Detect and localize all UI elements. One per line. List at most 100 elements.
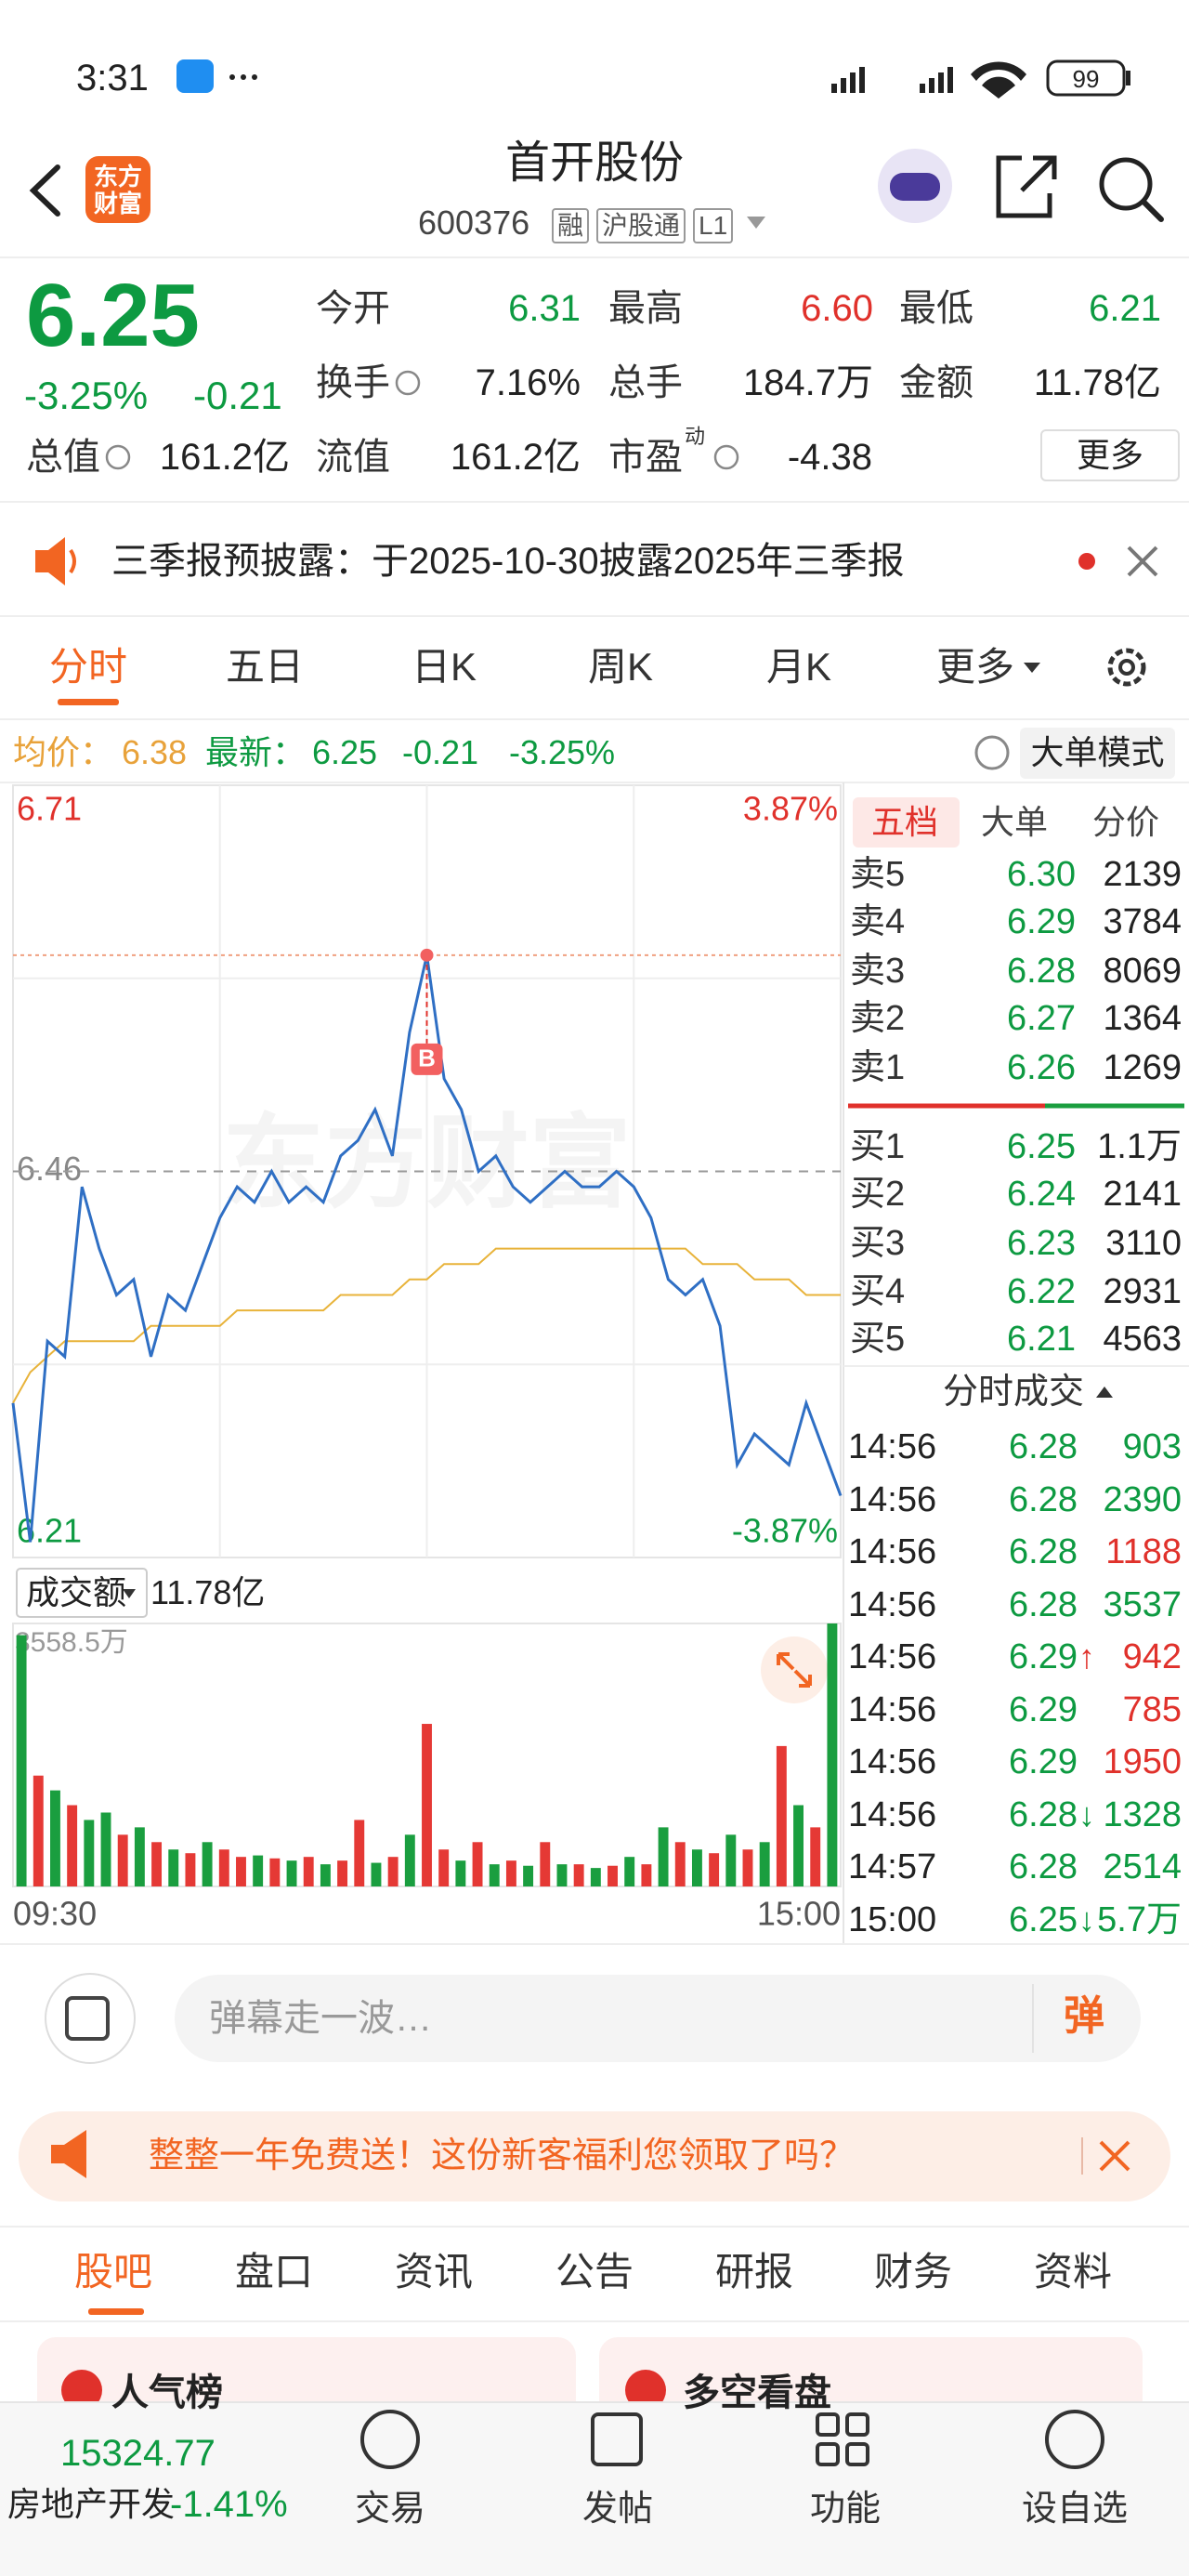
- comment-placeholder[interactable]: 弹幕走一波…: [209, 1998, 432, 2039]
- nav-label[interactable]: 交易: [354, 2490, 425, 2529]
- expand-button[interactable]: [761, 1636, 828, 1703]
- trade-icon[interactable]: [360, 2410, 420, 2469]
- content-tab[interactable]: 财务: [873, 2250, 952, 2293]
- order-label: 买1: [850, 1127, 906, 1166]
- battery: [1046, 59, 1126, 97]
- quote-value: 184.7万: [742, 362, 873, 403]
- trade-time: 14:56: [848, 1427, 937, 1466]
- nav-label[interactable]: 功能: [809, 2490, 881, 2529]
- active-panel-tab: [853, 797, 960, 848]
- active-tab-underline: [88, 2308, 144, 2315]
- danmaku-button[interactable]: 弹: [1064, 1993, 1104, 2039]
- trade-price: 6.28: [1009, 1479, 1078, 1519]
- volume-bar: [236, 1857, 246, 1886]
- y2-tick-label: 3.87%: [743, 790, 838, 828]
- volume-bar: [759, 1842, 770, 1886]
- content-tab[interactable]: 股吧: [73, 2250, 152, 2293]
- search-button[interactable]: [1099, 157, 1153, 211]
- more-button[interactable]: 更多: [1040, 429, 1180, 481]
- index-value: 15324.77: [60, 2433, 216, 2474]
- settings-button[interactable]: [1107, 648, 1146, 687]
- close-promo[interactable]: [1099, 2140, 1130, 2172]
- notice-icon: [35, 537, 65, 585]
- volume-bar: [540, 1842, 551, 1886]
- volume-bar: [168, 1849, 179, 1886]
- trade-price: 6.29: [1009, 1689, 1078, 1729]
- quote-label: 今开: [316, 288, 390, 329]
- promo-banner[interactable]: [19, 2111, 1170, 2201]
- comment-settings[interactable]: [45, 1973, 136, 2064]
- trade-volume: 2514: [1103, 1847, 1182, 1886]
- content-tab[interactable]: 盘口: [234, 2250, 313, 2293]
- quote-value: 6.31: [508, 288, 581, 329]
- notice-text[interactable]: 三季报预披露：于2025-10-30披露2025年三季报: [111, 541, 905, 582]
- volume-bar: [354, 1820, 365, 1886]
- volume-bar: [776, 1745, 787, 1886]
- volume-bar: [624, 1857, 635, 1886]
- app-logo[interactable]: 东方财富: [85, 156, 150, 223]
- last-price: 6.25: [26, 266, 200, 365]
- trade-volume: 2390: [1103, 1479, 1182, 1519]
- back-button[interactable]: [29, 164, 60, 217]
- order-price: 6.26: [1007, 1048, 1076, 1087]
- period-tab[interactable]: 月K: [765, 645, 831, 689]
- dropdown-arrow[interactable]: [747, 217, 765, 229]
- order-price: 6.24: [1007, 1175, 1076, 1214]
- share-button[interactable]: [996, 155, 1057, 218]
- close-notice[interactable]: [1127, 545, 1158, 577]
- battery-cap: [1126, 71, 1130, 85]
- quote-label: 总值: [26, 437, 100, 478]
- volume-bar: [810, 1827, 821, 1886]
- volume-bar: [33, 1775, 44, 1886]
- quote-label: 换手: [316, 362, 390, 403]
- volume-selector[interactable]: [16, 1568, 148, 1618]
- mode-button-bg[interactable]: [1020, 728, 1175, 779]
- marker-badge: [411, 1043, 443, 1075]
- panel-tab[interactable]: 五档: [870, 803, 938, 841]
- trade-price: 6.28: [1009, 1427, 1078, 1466]
- panel-tab[interactable]: 分价: [1091, 803, 1159, 841]
- trade-price: 6.29: [1009, 1637, 1078, 1676]
- y-tick-label: 3558.5万: [15, 1627, 128, 1658]
- nav-label[interactable]: 设自选: [1021, 2490, 1128, 2529]
- period-tab[interactable]: 周K: [587, 645, 653, 689]
- trade-time: 14:57: [848, 1847, 937, 1886]
- content-tab[interactable]: 研报: [714, 2250, 793, 2293]
- function-icon[interactable]: [816, 2412, 869, 2466]
- order-price: 6.28: [1007, 952, 1076, 991]
- panel-tab[interactable]: 大单: [980, 803, 1048, 841]
- mode-button[interactable]: 大单模式: [1030, 733, 1165, 771]
- comment-input[interactable]: [175, 1975, 1141, 2062]
- card-title[interactable]: 多空看盘: [683, 2372, 831, 2413]
- trade-volume: 1950: [1103, 1742, 1182, 1781]
- trade-time: 14:56: [848, 1637, 937, 1676]
- trades-title[interactable]: 分时成交: [943, 1373, 1085, 1412]
- promo-text[interactable]: 整整一年免费送！这份新客福利您领取了吗？: [149, 2136, 856, 2175]
- quote-value: 6.21: [1089, 288, 1161, 329]
- watchlist-icon[interactable]: [1045, 2410, 1104, 2469]
- collapse-arrow[interactable]: [1096, 1387, 1113, 1398]
- order-label: 卖3: [850, 952, 906, 991]
- volume-title[interactable]: 成交额: [26, 1573, 127, 1611]
- card-title[interactable]: 人气榜: [111, 2372, 223, 2413]
- period-tab[interactable]: 日K: [411, 645, 477, 689]
- content-tab[interactable]: 资讯: [394, 2250, 473, 2293]
- order-volume: 1364: [1103, 999, 1182, 1038]
- period-tab[interactable]: 分时: [48, 645, 127, 689]
- quote-label: 金额: [899, 362, 973, 403]
- period-tab[interactable]: 更多: [935, 645, 1014, 689]
- nav-label[interactable]: 发帖: [581, 2490, 653, 2529]
- stock-name: 首开股份: [504, 138, 684, 188]
- y-tick-label: 6.71: [17, 790, 82, 828]
- period-tab[interactable]: 五日: [225, 645, 304, 689]
- post-icon[interactable]: [591, 2412, 643, 2466]
- trade-time: 14:56: [848, 1532, 937, 1571]
- trade-volume: 942: [1122, 1637, 1182, 1676]
- content-tab[interactable]: 资料: [1033, 2250, 1112, 2293]
- info-icon: [395, 370, 421, 396]
- dot: [241, 74, 246, 80]
- content-tab[interactable]: 公告: [555, 2250, 634, 2293]
- y-tick-label: 6.46: [17, 1150, 82, 1188]
- help-icon[interactable]: [974, 735, 1010, 770]
- quote-value: 7.16%: [475, 362, 581, 403]
